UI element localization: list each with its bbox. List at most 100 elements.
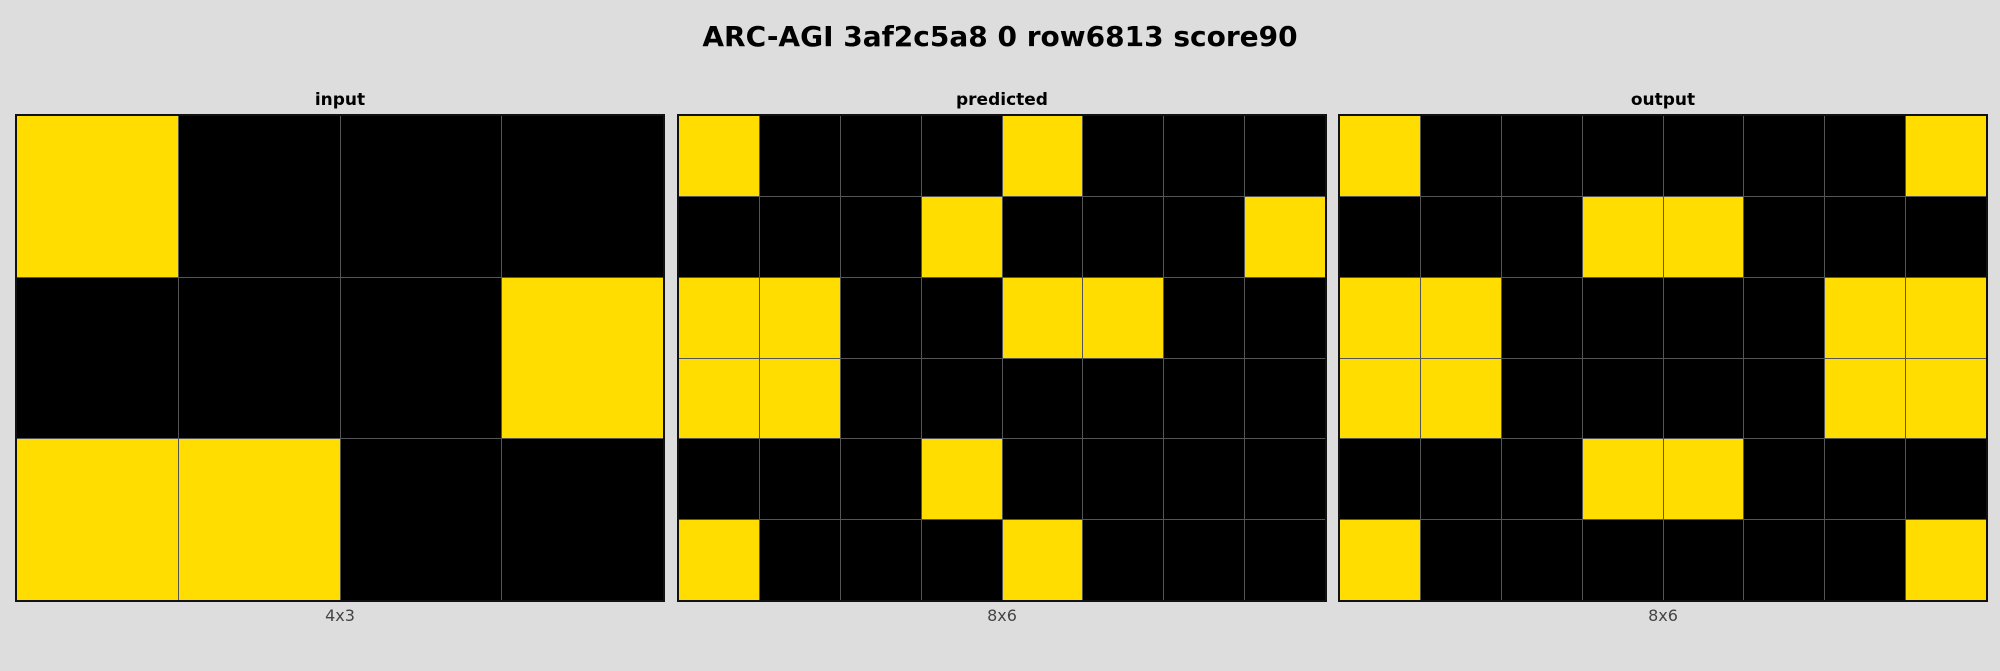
grid-cell xyxy=(340,439,502,600)
grid-cell xyxy=(502,439,663,600)
output-grid xyxy=(1338,114,1988,602)
grid-cell xyxy=(1245,520,1325,600)
grid-cell xyxy=(1501,116,1582,196)
grid-cell xyxy=(1245,116,1325,196)
grid-cell xyxy=(1501,277,1582,358)
grid-cell xyxy=(1245,358,1325,439)
grid-cell xyxy=(840,277,921,358)
grid-cell xyxy=(1744,520,1825,600)
grid-cell xyxy=(1083,520,1164,600)
grid-cell xyxy=(1906,439,1986,520)
grid-cell xyxy=(17,116,178,277)
panel-title-predicted: predicted xyxy=(956,90,1048,110)
grid-cell xyxy=(1420,277,1501,358)
grid-cell xyxy=(921,439,1002,520)
grid-cell xyxy=(921,277,1002,358)
grid-cell xyxy=(1083,116,1164,196)
grid-cell xyxy=(1744,196,1825,277)
predicted-panel: predicted 8x6 xyxy=(677,88,1327,625)
grid-cell xyxy=(921,196,1002,277)
grid-cell xyxy=(1663,196,1744,277)
grid-cell xyxy=(679,196,759,277)
grid-cell xyxy=(759,439,840,520)
grid-cell xyxy=(1340,358,1420,439)
output-dimensions: 8x6 xyxy=(1648,606,1678,625)
grid-cell xyxy=(1744,277,1825,358)
grid-cell xyxy=(840,196,921,277)
grid-cell xyxy=(502,116,663,277)
grid-cell xyxy=(759,196,840,277)
grid-cell xyxy=(1906,116,1986,196)
grid-cell xyxy=(1744,116,1825,196)
grid-cell xyxy=(1164,277,1245,358)
grid-cell xyxy=(759,520,840,600)
grid-cell xyxy=(679,520,759,600)
grid-cell xyxy=(1340,277,1420,358)
panel-title-output: output xyxy=(1630,90,1696,110)
output-panel: output 8x6 xyxy=(1338,88,1988,625)
grid-cell xyxy=(759,358,840,439)
grid-cell xyxy=(1582,196,1663,277)
grid-cell xyxy=(1083,358,1164,439)
page-title: ARC-AGI 3af2c5a8 0 row6813 score90 xyxy=(702,20,1298,53)
grid-cell xyxy=(1002,196,1083,277)
grid-cell xyxy=(1083,277,1164,358)
grid-cell xyxy=(1083,196,1164,277)
grid-cell xyxy=(1501,439,1582,520)
grid-cell xyxy=(1582,116,1663,196)
grid-cell xyxy=(1002,277,1083,358)
grid-cell xyxy=(340,116,502,277)
grid-cell xyxy=(1340,439,1420,520)
grid-cell xyxy=(1245,439,1325,520)
grid-cell xyxy=(1663,116,1744,196)
grid-cell xyxy=(679,439,759,520)
predicted-grid xyxy=(677,114,1327,602)
grid-cell xyxy=(1582,520,1663,600)
grid-cell xyxy=(1744,358,1825,439)
grid-cell xyxy=(679,358,759,439)
grid-cell xyxy=(1663,358,1744,439)
grid-cell xyxy=(679,277,759,358)
grid-cell xyxy=(921,520,1002,600)
grid-cell xyxy=(1002,520,1083,600)
grid-cell xyxy=(1825,116,1906,196)
grid-cell xyxy=(1164,196,1245,277)
panel-title-input: input xyxy=(314,90,366,110)
grid-cell xyxy=(759,277,840,358)
grid-cell xyxy=(921,116,1002,196)
grid-cell xyxy=(840,116,921,196)
grid-cell xyxy=(1663,439,1744,520)
grid-cell xyxy=(1002,358,1083,439)
grid-cell xyxy=(1245,196,1325,277)
grid-cell xyxy=(1002,439,1083,520)
grid-cell xyxy=(1164,439,1245,520)
grid-cell xyxy=(840,439,921,520)
grid-cell xyxy=(178,439,340,600)
grid-cell xyxy=(921,358,1002,439)
grid-cell xyxy=(1420,196,1501,277)
grid-cell xyxy=(1501,358,1582,439)
grid-cell xyxy=(1582,439,1663,520)
input-grid xyxy=(15,114,665,602)
grid-cell xyxy=(679,116,759,196)
grid-cell xyxy=(178,277,340,439)
grid-cell xyxy=(1582,358,1663,439)
grid-cell xyxy=(1340,116,1420,196)
grid-cell xyxy=(1501,196,1582,277)
input-panel: input 4x3 xyxy=(15,88,665,625)
grid-cell xyxy=(1340,196,1420,277)
grid-cell xyxy=(759,116,840,196)
grid-cell xyxy=(1501,520,1582,600)
grid-cell xyxy=(1083,439,1164,520)
grid-cell xyxy=(1002,116,1083,196)
grid-cell xyxy=(1582,277,1663,358)
grid-cell xyxy=(1744,439,1825,520)
grid-cell xyxy=(178,116,340,277)
grid-cell xyxy=(1906,196,1986,277)
grid-cell xyxy=(1825,439,1906,520)
grid-cell xyxy=(1420,116,1501,196)
grid-cell xyxy=(1663,277,1744,358)
grid-cell xyxy=(1164,358,1245,439)
grid-cell xyxy=(1245,277,1325,358)
grid-cell xyxy=(840,358,921,439)
